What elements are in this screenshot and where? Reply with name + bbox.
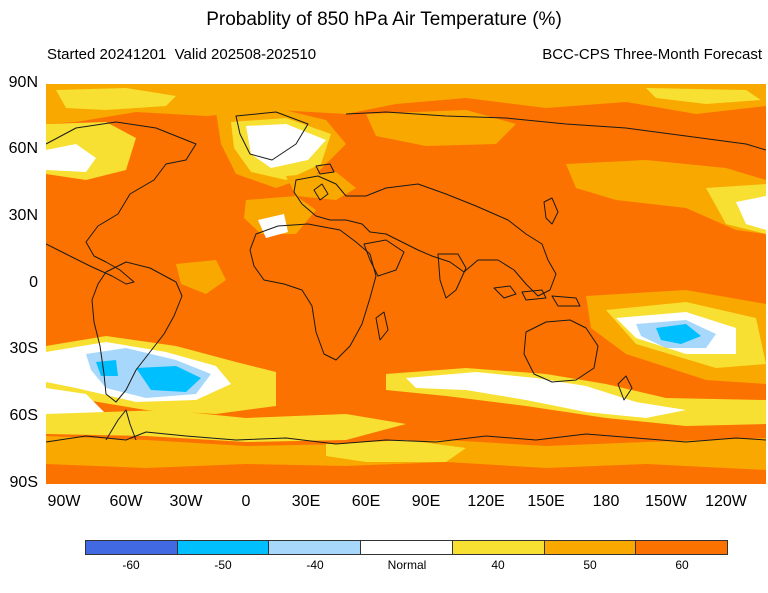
lat-label-90n: 90N bbox=[8, 74, 38, 91]
colorbar-label-50: 50 bbox=[583, 558, 597, 572]
uk-coast bbox=[313, 183, 329, 201]
africa-coast bbox=[249, 223, 377, 361]
south-america-coast bbox=[91, 261, 183, 403]
lat-label-30s: 30S bbox=[9, 340, 38, 357]
colorbar-segment-normal bbox=[361, 541, 453, 554]
lat-label-60n: 60N bbox=[8, 140, 38, 157]
atlantic-light-patch bbox=[176, 260, 226, 294]
indonesia-coast bbox=[493, 285, 581, 307]
lon-label-90w: 90W bbox=[47, 493, 81, 510]
lon-label-150e: 150E bbox=[527, 493, 565, 510]
north-america-coast bbox=[46, 121, 197, 285]
colorbar-label-minus40: -40 bbox=[306, 558, 324, 572]
colorbar-segment-minus40 bbox=[269, 541, 362, 554]
satlantic-blue-patch bbox=[136, 366, 201, 392]
north-eurasia-coast bbox=[345, 111, 766, 151]
colorbar-segment-40 bbox=[452, 541, 545, 554]
southern-yellow-patch bbox=[46, 410, 406, 442]
colorbar bbox=[85, 540, 728, 555]
lon-label-60w: 60W bbox=[109, 493, 143, 510]
satlantic-blue-patch bbox=[96, 360, 118, 376]
colorbar-segment-minus60 bbox=[86, 541, 178, 554]
arctic-yellow-patch bbox=[56, 88, 176, 110]
lon-label-120e: 120E bbox=[467, 493, 505, 510]
lon-label-0: 0 bbox=[241, 493, 251, 510]
greenland-coast bbox=[235, 111, 309, 161]
sahara-white-patch bbox=[258, 214, 288, 238]
colorbar-label-40: 40 bbox=[491, 558, 505, 572]
lat-label-60s: 60S bbox=[9, 407, 38, 424]
lon-label-60e: 60E bbox=[351, 493, 381, 510]
arabia-coast bbox=[363, 239, 405, 277]
anomaly-patches bbox=[46, 84, 766, 470]
npacific-light-patch bbox=[566, 160, 766, 234]
colorbar-label-minus50: -50 bbox=[214, 558, 232, 572]
eurasia-coast bbox=[293, 175, 557, 297]
colorbar-segment-60 bbox=[636, 541, 728, 554]
antarctica-coast bbox=[46, 431, 766, 445]
antarctic-yellow-patch bbox=[326, 440, 466, 462]
coastlines bbox=[46, 111, 766, 445]
forecast-source: BCC-CPS Three-Month Forecast bbox=[542, 46, 762, 63]
colorbar-label-minus60: -60 bbox=[122, 558, 140, 572]
iceland-coast bbox=[315, 163, 335, 175]
madagascar-coast bbox=[375, 311, 389, 341]
new-zealand-coast bbox=[617, 375, 633, 401]
lat-label-equator: 0 bbox=[29, 274, 38, 291]
siberia-light-patch bbox=[366, 110, 516, 146]
canada-white-patch bbox=[46, 144, 96, 172]
lat-label-90s: 90S bbox=[9, 474, 38, 491]
npacific-white-patch bbox=[736, 196, 766, 230]
colorbar-label-60: 60 bbox=[675, 558, 689, 572]
forecast-dates: Started 20241201 Valid 202508-202510 bbox=[47, 46, 317, 63]
colorbar-segment-50 bbox=[544, 541, 637, 554]
india-coast bbox=[437, 253, 467, 299]
lon-label-90e: 90E bbox=[411, 493, 441, 510]
colorbar-label-normal: Normal bbox=[387, 558, 427, 572]
spacific-blue-patch bbox=[656, 324, 701, 344]
lon-label-180: 180 bbox=[592, 493, 620, 510]
japan-coast bbox=[543, 197, 559, 225]
lat-label-30n: 30N bbox=[8, 207, 38, 224]
map-title: Probablity of 850 hPa Air Temperature (%… bbox=[206, 9, 562, 30]
southern-white-patch bbox=[406, 372, 686, 418]
lon-label-150w: 150W bbox=[645, 493, 687, 510]
colorbar-segment-minus50 bbox=[177, 541, 270, 554]
arctic-yellow-patch bbox=[646, 88, 761, 104]
probability-map bbox=[46, 84, 766, 484]
antarctic-peninsula-coast bbox=[105, 409, 137, 441]
lon-label-30w: 30W bbox=[169, 493, 203, 510]
australia-coast bbox=[523, 319, 599, 383]
lon-label-30e: 30E bbox=[291, 493, 321, 510]
greenland-white-patch bbox=[246, 124, 326, 168]
lon-label-120w: 120W bbox=[705, 493, 747, 510]
